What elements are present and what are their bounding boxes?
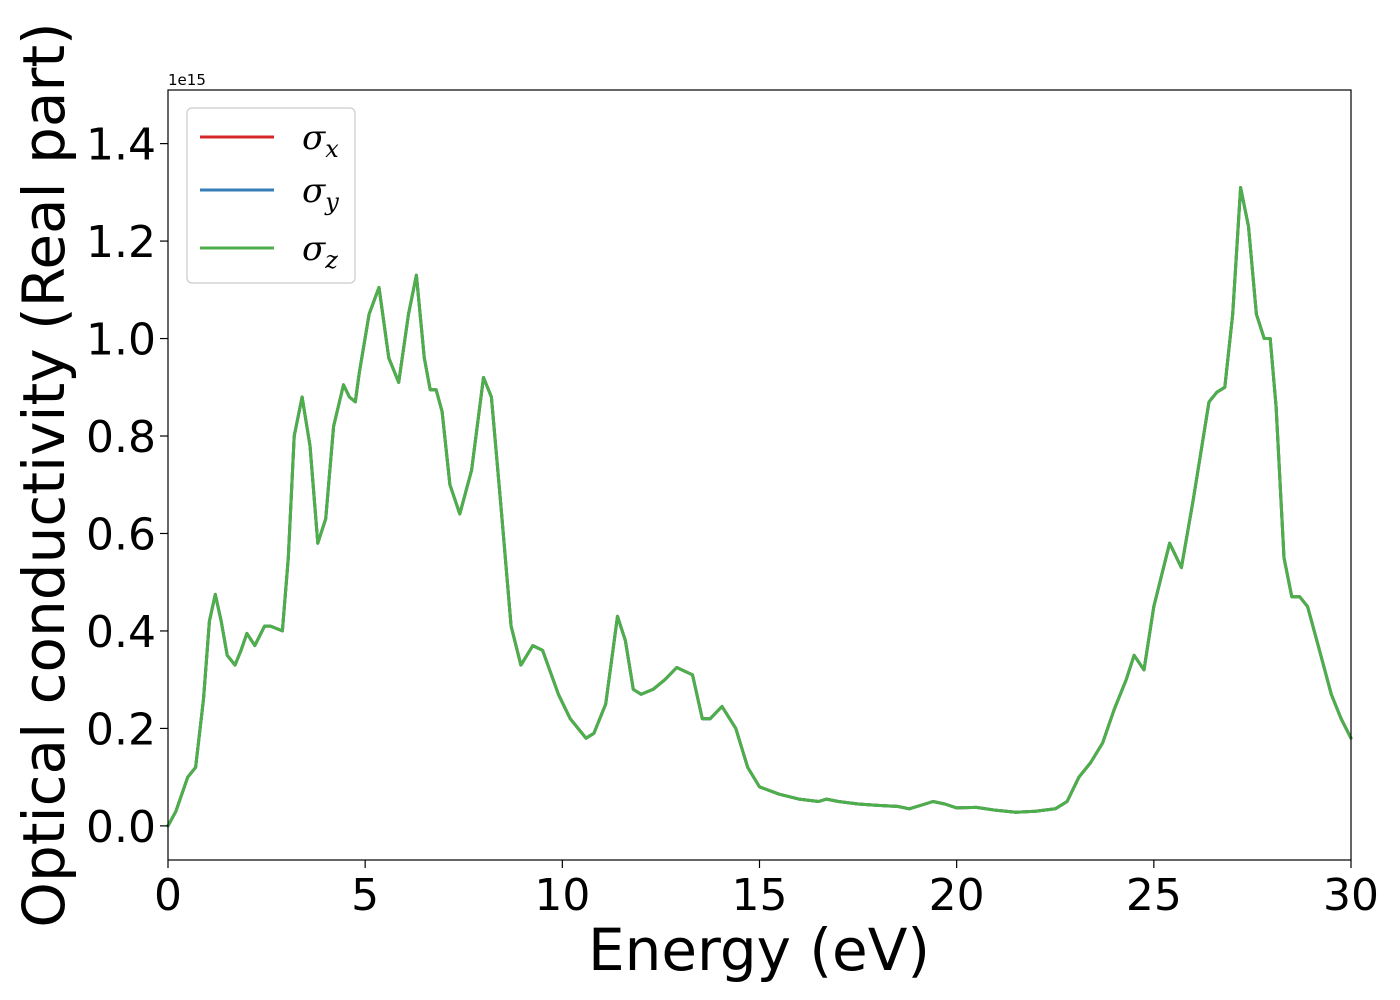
x-tick-label: 30 — [1323, 870, 1379, 921]
x-tick-label: 10 — [534, 870, 590, 921]
y-tick-label: 0.0 — [86, 802, 156, 853]
x-axis-label: Energy (eV) — [588, 916, 930, 984]
y-tick-label: 1.0 — [86, 315, 156, 366]
legend-label-x: σx — [302, 118, 339, 163]
x-tick-label: 20 — [929, 870, 985, 921]
y-tick-label: 0.8 — [86, 412, 156, 463]
legend-label-y: σy — [302, 171, 339, 216]
x-tick-label: 15 — [732, 870, 788, 921]
x-tick-label: 5 — [351, 870, 379, 921]
y-offset-text: 1e15 — [168, 71, 206, 89]
x-tick-label: 0 — [154, 870, 182, 921]
legend-entries: σx σy σz — [200, 118, 339, 274]
y-tick-label: 1.2 — [86, 217, 156, 268]
y-axis-label: Optical conductivity (Real part) — [10, 22, 78, 927]
y-tick-label: 0.4 — [86, 607, 156, 658]
y-tick-label: 0.2 — [86, 704, 156, 755]
x-tick-label: 25 — [1126, 870, 1182, 921]
plot-lines — [166, 186, 1353, 828]
y-tick-label: 0.6 — [86, 509, 156, 560]
x-axis-ticks: 0 5 10 15 20 25 30 — [154, 860, 1379, 921]
legend: σx σy σz — [186, 107, 356, 284]
y-axis-ticks: 0.0 0.2 0.4 0.6 0.8 1.0 1.2 1.4 — [86, 120, 168, 853]
series-line-z — [166, 186, 1353, 828]
legend-label-z: σz — [302, 229, 338, 274]
legend-box — [186, 107, 356, 284]
y-tick-label: 1.4 — [86, 120, 156, 171]
